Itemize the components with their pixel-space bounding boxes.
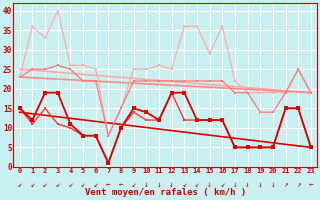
Text: ↓: ↓ bbox=[258, 180, 263, 189]
Text: ↓: ↓ bbox=[144, 180, 149, 189]
Text: ↙: ↙ bbox=[195, 180, 199, 189]
Text: ↙: ↙ bbox=[30, 180, 35, 189]
Text: ↙: ↙ bbox=[81, 180, 85, 189]
Text: ↓: ↓ bbox=[271, 180, 275, 189]
Text: ←: ← bbox=[308, 180, 313, 189]
Text: ↗: ↗ bbox=[296, 180, 300, 189]
Text: ↙: ↙ bbox=[55, 180, 60, 189]
Text: ↙: ↙ bbox=[182, 180, 187, 189]
Text: ↙: ↙ bbox=[93, 180, 98, 189]
Text: ↙: ↙ bbox=[43, 180, 47, 189]
Text: ↙: ↙ bbox=[17, 180, 22, 189]
Text: ↓: ↓ bbox=[157, 180, 161, 189]
Text: ↗: ↗ bbox=[283, 180, 288, 189]
Text: ↙: ↙ bbox=[68, 180, 73, 189]
Text: ←: ← bbox=[106, 180, 111, 189]
Text: ↓: ↓ bbox=[207, 180, 212, 189]
Text: ↙: ↙ bbox=[220, 180, 225, 189]
Text: ←: ← bbox=[119, 180, 123, 189]
Text: ↓: ↓ bbox=[169, 180, 174, 189]
Text: ↙: ↙ bbox=[132, 180, 136, 189]
X-axis label: Vent moyen/en rafales ( km/h ): Vent moyen/en rafales ( km/h ) bbox=[85, 188, 246, 197]
Text: ↓: ↓ bbox=[233, 180, 237, 189]
Text: ↓: ↓ bbox=[245, 180, 250, 189]
